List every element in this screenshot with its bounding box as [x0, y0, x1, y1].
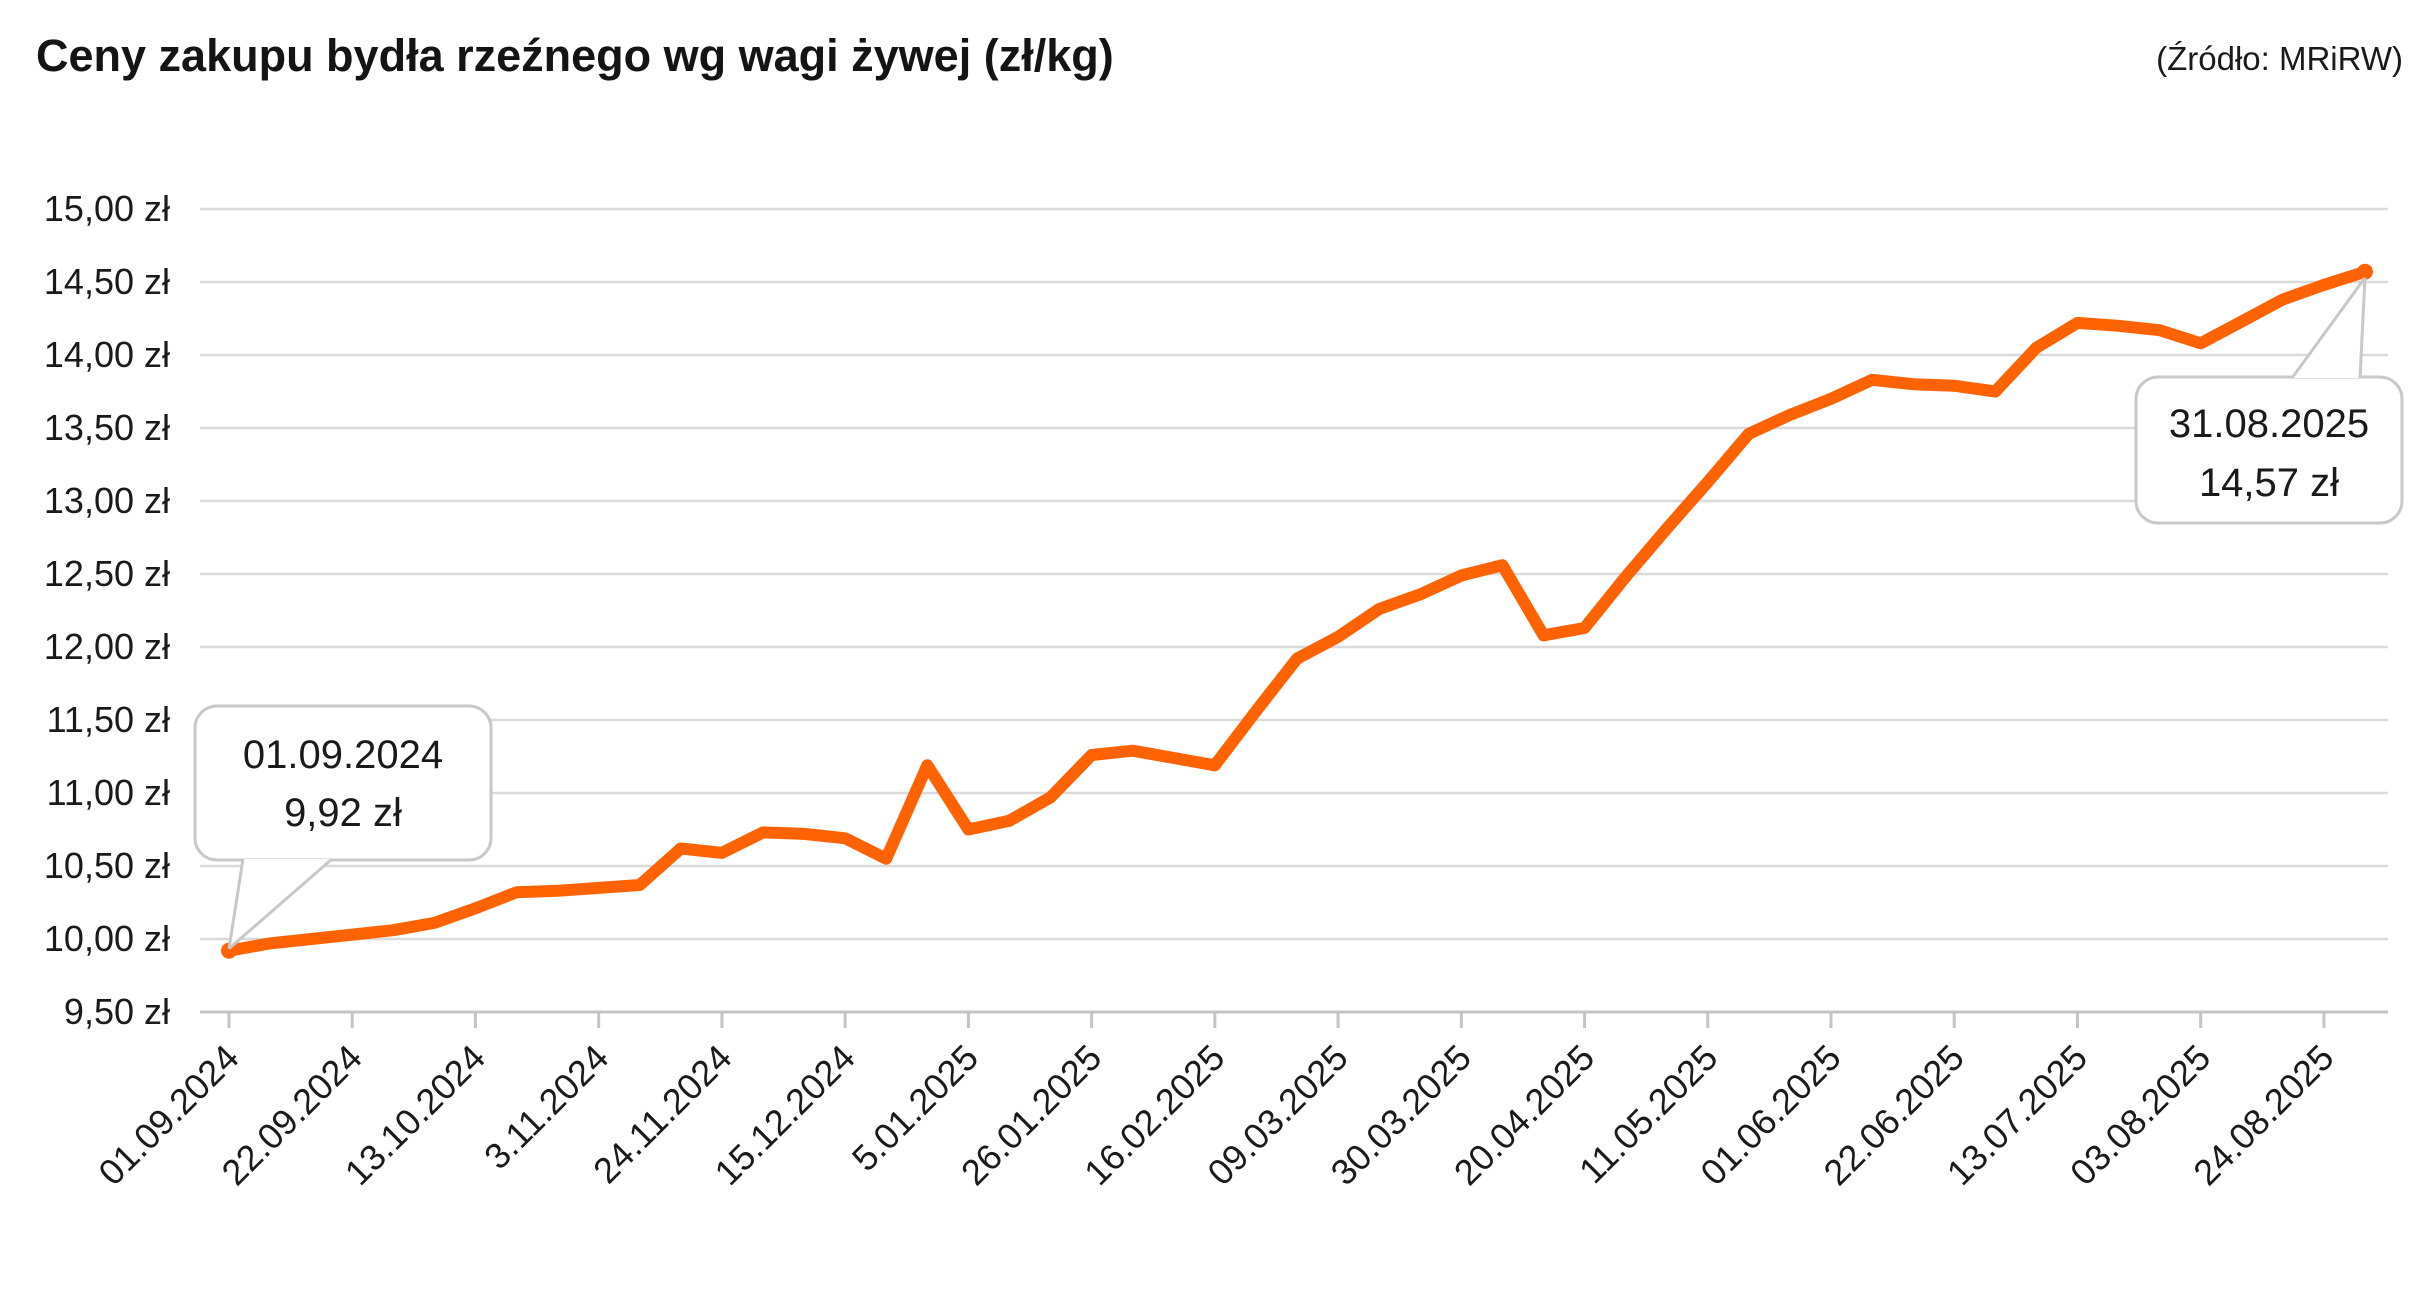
- y-axis-label: 13,00 zł: [44, 480, 170, 521]
- y-axis-label: 11,50 zł: [47, 699, 170, 740]
- annotation-date: 01.09.2024: [243, 733, 443, 777]
- annotation-callout-box: [193, 704, 493, 862]
- y-axis-label: 15,00 zł: [44, 188, 170, 229]
- y-axis-label: 10,50 zł: [44, 845, 170, 886]
- y-axis-label: 14,50 zł: [44, 261, 170, 302]
- annotation-value: 9,92 zł: [284, 791, 402, 835]
- y-axis-label: 12,00 zł: [44, 626, 170, 667]
- y-axis-label: 14,00 zł: [44, 334, 170, 375]
- annotation-callout-box: [2134, 375, 2404, 525]
- annotation-value: 14,57 zł: [2199, 461, 2339, 505]
- annotation-date: 31.08.2025: [2169, 402, 2369, 446]
- y-axis-label: 9,50 zł: [64, 991, 170, 1032]
- data-point-end: [2357, 263, 2373, 280]
- chart-source-label: (Źródło: MRiRW): [2156, 40, 2403, 77]
- chart-title: Ceny zakupu bydła rzeźnego wg wagi żywej…: [36, 30, 1114, 81]
- price-line: [223, 265, 2371, 957]
- y-axis-label: 13,50 zł: [44, 407, 170, 448]
- annotation-callout-pointer: [227, 857, 333, 950]
- annotation-callout-pointer: [2290, 276, 2367, 379]
- y-axis-label: 10,00 zł: [44, 918, 170, 959]
- y-axis-label: 12,50 zł: [44, 553, 170, 594]
- y-axis-label: 11,00 zł: [47, 772, 170, 813]
